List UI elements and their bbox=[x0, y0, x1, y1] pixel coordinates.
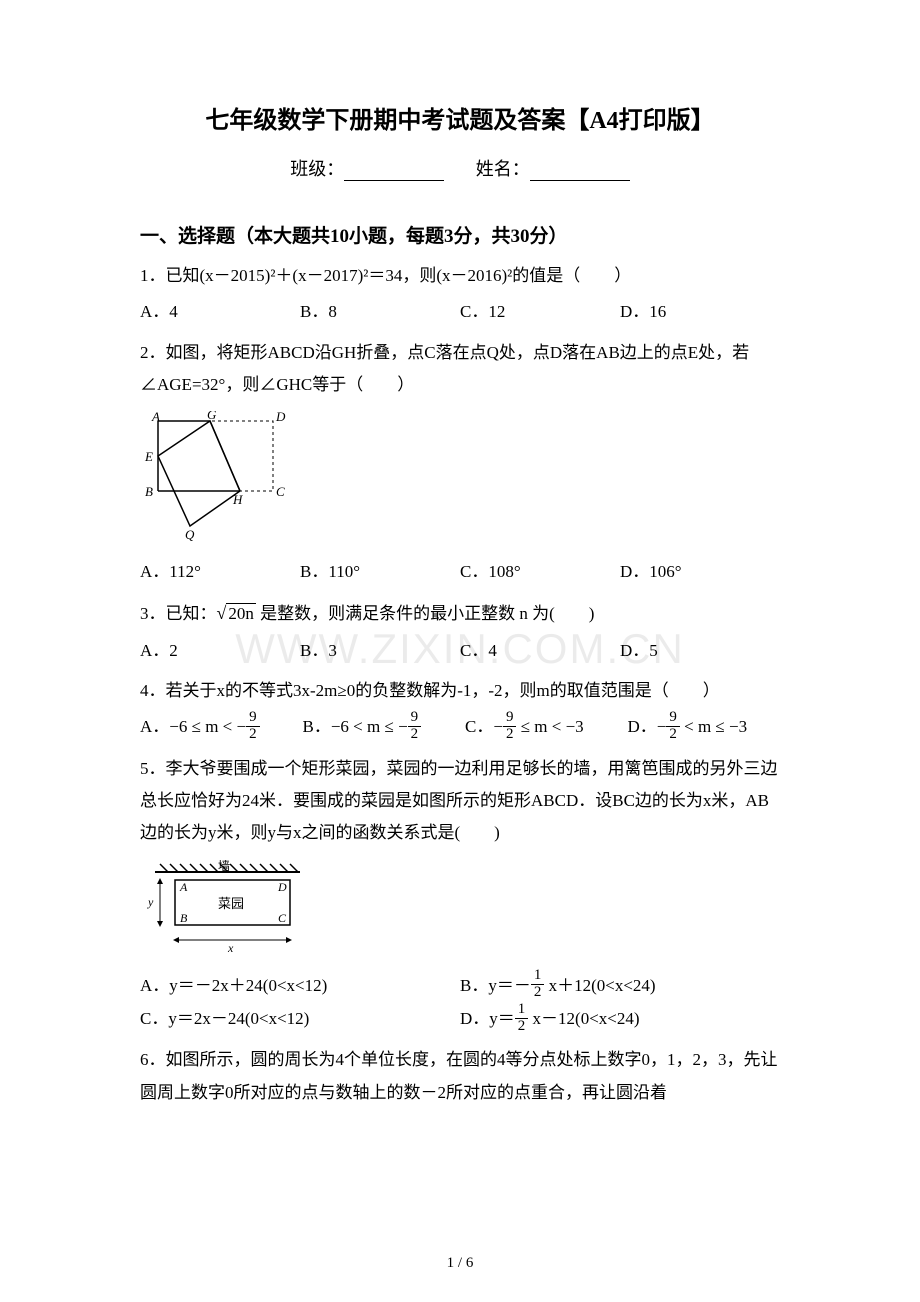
q4-a-prefix: A．−6 ≤ m < − bbox=[140, 717, 246, 736]
page-number: 1 / 6 bbox=[447, 1255, 474, 1272]
document-content: 七年级数学下册期中考试题及答案【A4打印版】 班级： 姓名： 一、选择题（本大题… bbox=[140, 100, 780, 1109]
svg-text:H: H bbox=[232, 492, 243, 507]
q3-prefix: 3．已知： bbox=[140, 604, 217, 623]
q2-options: A．112° B．110° C．108° D．106° bbox=[140, 556, 780, 588]
fraction-icon: 12 bbox=[531, 968, 545, 1001]
fraction-icon: 12 bbox=[515, 1002, 529, 1035]
q5-b-suffix: x＋12(0<x<24) bbox=[544, 976, 655, 995]
svg-text:菜园: 菜园 bbox=[218, 896, 244, 911]
class-blank bbox=[344, 161, 444, 181]
svg-text:C: C bbox=[276, 484, 285, 499]
question-5: 5．李大爷要围成一个矩形菜园，菜园的一边利用足够长的墙，用篱笆围成的另外三边总长… bbox=[140, 753, 780, 850]
svg-text:G: G bbox=[207, 411, 217, 422]
document-title: 七年级数学下册期中考试题及答案【A4打印版】 bbox=[140, 100, 780, 135]
q4-c-suffix: ≤ m < −3 bbox=[516, 717, 583, 736]
q4-b-prefix: B．−6 < m ≤ − bbox=[303, 717, 408, 736]
question-4: 4．若关于x的不等式3x-2m≥0的负整数解为-1，-2，则m的取值范围是（ ） bbox=[140, 675, 780, 707]
svg-text:y: y bbox=[147, 895, 154, 909]
q5-figure: 墙 A D B C 菜园 y x bbox=[140, 860, 780, 960]
q1-options: A．4 B．8 C．12 D．16 bbox=[140, 296, 780, 328]
q5-b-prefix: B．y＝－ bbox=[460, 976, 531, 995]
q5-d-prefix: D．y＝ bbox=[460, 1009, 515, 1028]
q2-opt-b: B．110° bbox=[300, 556, 460, 588]
q3-opt-b: B．3 bbox=[300, 635, 460, 667]
q4-opt-c: C．−92 ≤ m < −3 bbox=[465, 711, 618, 744]
q3-suffix: 是整数，则满足条件的最小正整数 n 为( ) bbox=[256, 604, 595, 623]
question-1: 1．已知(x－2015)²＋(x－2017)²＝34，则(x－2016)²的值是… bbox=[140, 260, 780, 292]
q5-d-suffix: x－12(0<x<24) bbox=[528, 1009, 639, 1028]
q4-opt-a: A．−6 ≤ m < −92 bbox=[140, 711, 293, 744]
q4-opt-d: D．−92 < m ≤ −3 bbox=[628, 711, 781, 744]
svg-text:A: A bbox=[151, 411, 160, 424]
q3-opt-a: A．2 bbox=[140, 635, 300, 667]
fraction-icon: 92 bbox=[503, 710, 517, 743]
svg-text:B: B bbox=[180, 911, 188, 925]
q2-opt-a: A．112° bbox=[140, 556, 300, 588]
q3-options: A．2 B．3 C．4 D．5 bbox=[140, 635, 780, 667]
q4-options: A．−6 ≤ m < −92 B．−6 < m ≤ −92 C．−92 ≤ m … bbox=[140, 711, 780, 744]
student-info-line: 班级： 姓名： bbox=[140, 155, 780, 181]
q2-figure: A G D E B H C Q bbox=[140, 411, 780, 546]
svg-text:D: D bbox=[277, 880, 287, 894]
q5-opt-a: A．y＝－2x＋24(0<x<12) bbox=[140, 970, 460, 1003]
svg-text:x: x bbox=[227, 941, 234, 955]
svg-text:A: A bbox=[179, 880, 188, 894]
q3-sqrt-content: 20n bbox=[226, 603, 256, 623]
q2-opt-d: D．106° bbox=[620, 556, 780, 588]
fraction-icon: 92 bbox=[666, 710, 680, 743]
svg-text:B: B bbox=[145, 484, 153, 499]
fraction-icon: 92 bbox=[408, 710, 422, 743]
section-title: 一、选择题（本大题共10小题，每题3分，共30分） bbox=[140, 221, 780, 248]
name-blank bbox=[530, 161, 630, 181]
q1-opt-c: C．12 bbox=[460, 296, 620, 328]
q5-opt-c: C．y＝2x－24(0<x<12) bbox=[140, 1003, 460, 1036]
svg-text:墙: 墙 bbox=[218, 860, 230, 873]
q3-opt-c: C．4 bbox=[460, 635, 620, 667]
q4-c-prefix: C．− bbox=[465, 717, 503, 736]
q4-d-prefix: D．− bbox=[628, 717, 667, 736]
q5-options: A．y＝－2x＋24(0<x<12) B．y＝－12 x＋12(0<x<24) … bbox=[140, 970, 780, 1037]
q4-d-suffix: < m ≤ −3 bbox=[680, 717, 747, 736]
fraction-icon: 92 bbox=[246, 710, 260, 743]
question-2: 2．如图，将矩形ABCD沿GH折叠，点C落在点Q处，点D落在AB边上的点E处，若… bbox=[140, 337, 780, 402]
svg-text:D: D bbox=[275, 411, 286, 424]
q1-opt-d: D．16 bbox=[620, 296, 780, 328]
q4-opt-b: B．−6 < m ≤ −92 bbox=[303, 711, 456, 744]
q2-opt-c: C．108° bbox=[460, 556, 620, 588]
svg-text:Q: Q bbox=[185, 527, 195, 541]
svg-text:C: C bbox=[278, 911, 287, 925]
q5-opt-b: B．y＝－12 x＋12(0<x<24) bbox=[460, 970, 780, 1003]
q3-opt-d: D．5 bbox=[620, 635, 780, 667]
svg-text:E: E bbox=[144, 449, 153, 464]
sqrt-icon: √20n bbox=[217, 596, 256, 630]
q5-opt-d: D．y＝12 x－12(0<x<24) bbox=[460, 1003, 780, 1036]
class-label: 班级： bbox=[290, 159, 344, 179]
name-label: 姓名： bbox=[476, 159, 530, 179]
q1-opt-a: A．4 bbox=[140, 296, 300, 328]
q1-opt-b: B．8 bbox=[300, 296, 460, 328]
question-3: 3．已知：√20n 是整数，则满足条件的最小正整数 n 为( ) bbox=[140, 596, 780, 630]
question-6: 6．如图所示，圆的周长为4个单位长度，在圆的4等分点处标上数字0，1，2，3，先… bbox=[140, 1044, 780, 1109]
